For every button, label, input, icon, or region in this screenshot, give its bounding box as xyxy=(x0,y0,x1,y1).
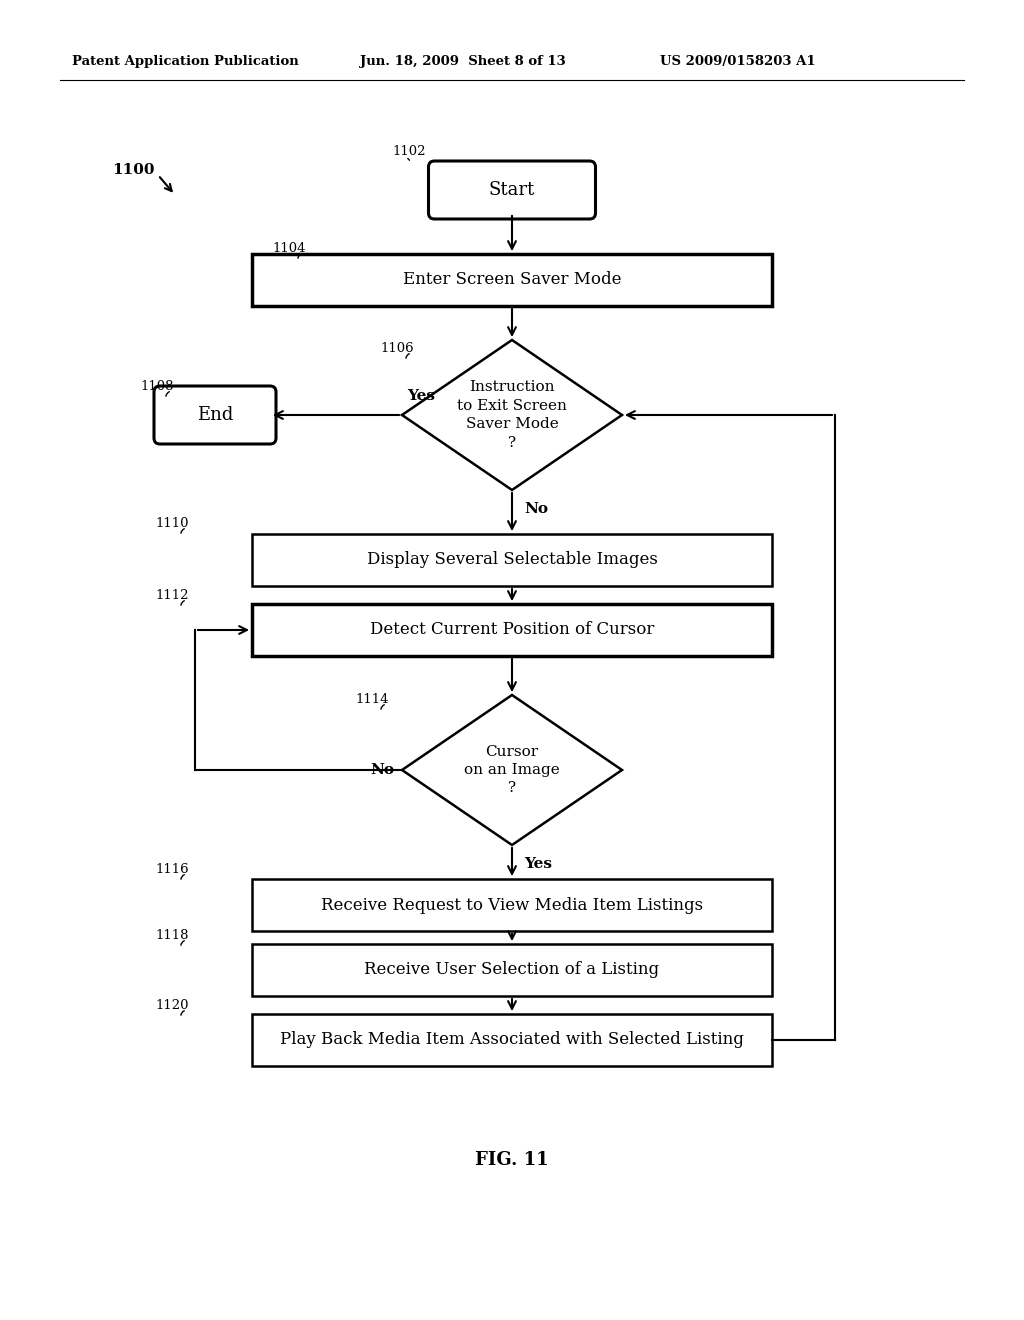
Text: Detect Current Position of Cursor: Detect Current Position of Cursor xyxy=(370,622,654,639)
Bar xyxy=(252,535,772,586)
Bar xyxy=(252,879,772,931)
Polygon shape xyxy=(402,341,622,490)
Bar xyxy=(252,944,772,997)
Polygon shape xyxy=(402,696,622,845)
Bar xyxy=(252,1014,772,1067)
Text: 1108: 1108 xyxy=(140,380,173,393)
Text: Display Several Selectable Images: Display Several Selectable Images xyxy=(367,552,657,569)
Text: 1102: 1102 xyxy=(392,145,426,158)
Text: No: No xyxy=(524,502,548,516)
Text: End: End xyxy=(197,407,233,424)
Text: 1110: 1110 xyxy=(155,517,188,531)
Text: Start: Start xyxy=(488,181,536,199)
Text: Cursor
on an Image
?: Cursor on an Image ? xyxy=(464,744,560,796)
Text: 1112: 1112 xyxy=(155,589,188,602)
Text: Yes: Yes xyxy=(407,389,435,403)
Text: Enter Screen Saver Mode: Enter Screen Saver Mode xyxy=(402,272,622,289)
Text: 1114: 1114 xyxy=(355,693,388,706)
Text: Patent Application Publication: Patent Application Publication xyxy=(72,55,299,69)
Text: 1100: 1100 xyxy=(113,162,155,177)
Text: Jun. 18, 2009  Sheet 8 of 13: Jun. 18, 2009 Sheet 8 of 13 xyxy=(360,55,565,69)
Text: Receive User Selection of a Listing: Receive User Selection of a Listing xyxy=(365,961,659,978)
Text: US 2009/0158203 A1: US 2009/0158203 A1 xyxy=(660,55,816,69)
Text: Yes: Yes xyxy=(524,857,552,871)
Text: No: No xyxy=(370,763,394,777)
Text: 1118: 1118 xyxy=(155,929,188,942)
Text: 1120: 1120 xyxy=(155,999,188,1012)
Text: 1106: 1106 xyxy=(380,342,414,355)
FancyBboxPatch shape xyxy=(428,161,596,219)
Text: 1104: 1104 xyxy=(272,242,305,255)
FancyBboxPatch shape xyxy=(154,385,276,444)
Bar xyxy=(252,605,772,656)
Bar xyxy=(252,253,772,306)
Text: Play Back Media Item Associated with Selected Listing: Play Back Media Item Associated with Sel… xyxy=(280,1031,744,1048)
Text: Instruction
to Exit Screen
Saver Mode
?: Instruction to Exit Screen Saver Mode ? xyxy=(457,380,567,450)
Text: Receive Request to View Media Item Listings: Receive Request to View Media Item Listi… xyxy=(321,896,703,913)
Text: 1116: 1116 xyxy=(155,863,188,876)
Text: FIG. 11: FIG. 11 xyxy=(475,1151,549,1170)
